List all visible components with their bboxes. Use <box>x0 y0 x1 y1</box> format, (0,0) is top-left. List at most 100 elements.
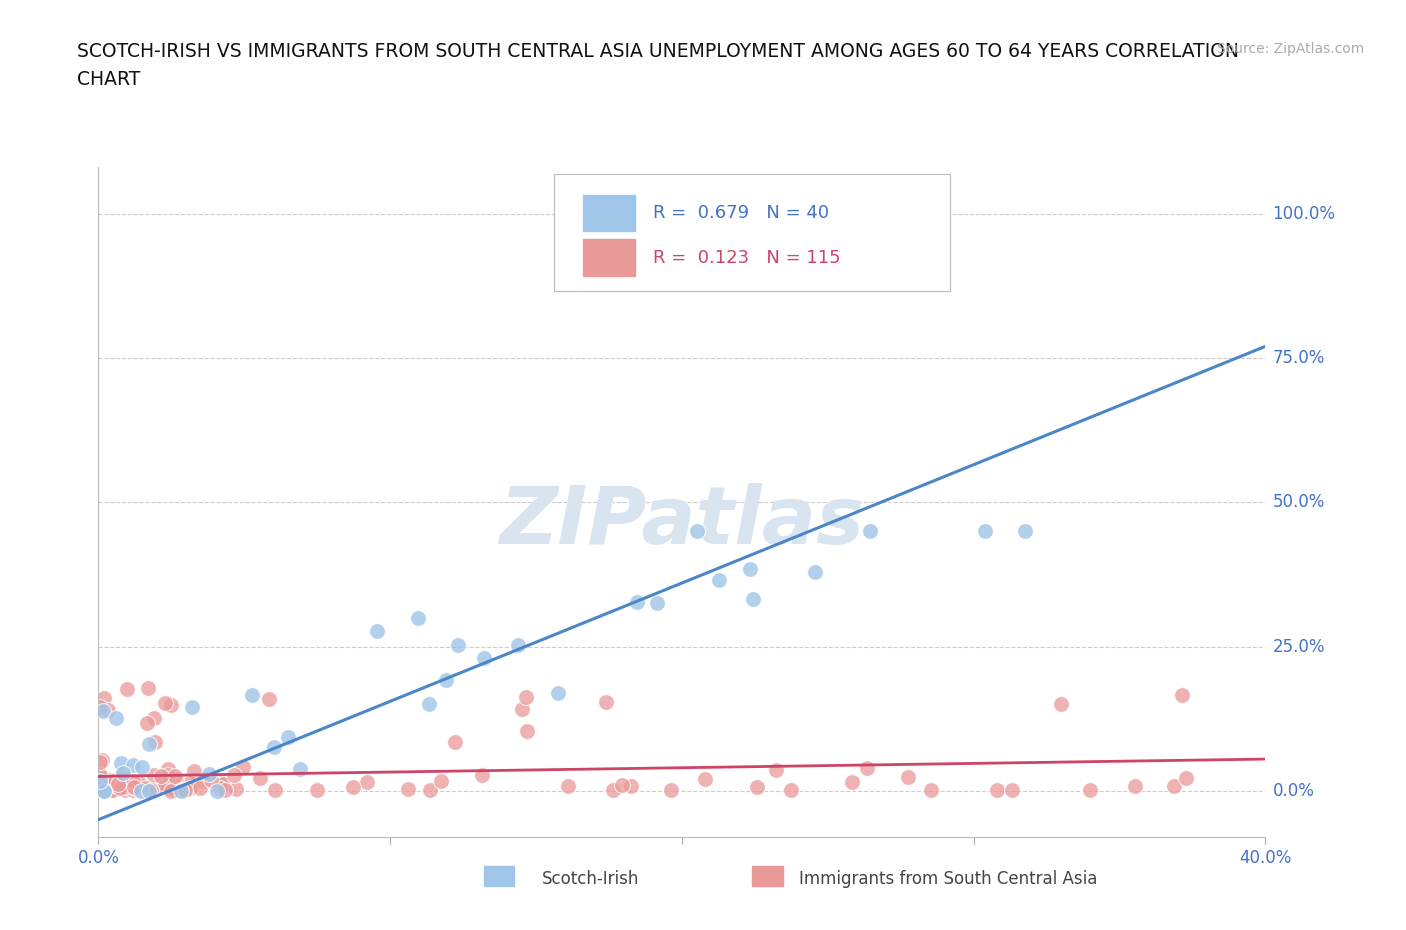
Point <box>841 775 863 790</box>
Point <box>165 772 187 787</box>
Point <box>153 774 176 789</box>
Point <box>101 777 124 792</box>
Point <box>110 780 132 795</box>
Point <box>136 681 159 696</box>
Point <box>738 562 761 577</box>
Point <box>101 783 124 798</box>
Point <box>97 775 120 790</box>
Point <box>745 780 768 795</box>
Point <box>686 524 709 538</box>
Point <box>240 687 263 702</box>
Point <box>89 782 111 797</box>
Point <box>173 781 195 796</box>
Point <box>472 651 495 666</box>
Point <box>157 781 180 796</box>
Text: 50.0%: 50.0% <box>1272 493 1324 512</box>
Point <box>1175 771 1198 786</box>
Point <box>107 772 129 787</box>
Point <box>645 595 668 610</box>
Point <box>89 775 111 790</box>
Text: R =  0.123   N = 115: R = 0.123 N = 115 <box>652 249 841 267</box>
Point <box>510 702 533 717</box>
Text: 25.0%: 25.0% <box>1272 637 1324 656</box>
Point <box>159 783 181 798</box>
Point <box>179 781 201 796</box>
Point <box>1171 687 1194 702</box>
Point <box>153 777 176 791</box>
Point <box>434 672 457 687</box>
Point <box>212 777 235 791</box>
Text: Immigrants from South Central Asia: Immigrants from South Central Asia <box>799 870 1097 888</box>
Point <box>93 771 115 786</box>
Point <box>803 565 825 579</box>
Point <box>114 779 136 794</box>
Point <box>111 774 134 789</box>
Point <box>121 783 143 798</box>
Point <box>257 691 280 706</box>
Point <box>149 768 172 783</box>
Text: 75.0%: 75.0% <box>1272 349 1324 367</box>
Point <box>101 782 124 797</box>
Point <box>98 773 121 788</box>
Point <box>222 767 245 782</box>
Point <box>366 623 388 638</box>
Point <box>516 724 538 738</box>
Point <box>135 716 157 731</box>
Point <box>225 781 247 796</box>
Point <box>200 773 222 788</box>
Point <box>89 774 111 789</box>
Point <box>141 783 163 798</box>
Point <box>557 778 579 793</box>
Point <box>110 755 132 770</box>
Point <box>193 774 215 789</box>
Point <box>1050 697 1073 711</box>
Point <box>157 762 180 777</box>
Point <box>264 783 287 798</box>
Point <box>89 754 111 769</box>
Point <box>155 696 177 711</box>
Point <box>112 779 135 794</box>
Text: Scotch-Irish: Scotch-Irish <box>541 870 640 888</box>
Point <box>1001 783 1024 798</box>
Point <box>765 763 787 777</box>
Point <box>620 779 643 794</box>
Text: R =  0.679   N = 40: R = 0.679 N = 40 <box>652 204 830 222</box>
Point <box>396 782 419 797</box>
Point <box>93 691 115 706</box>
Point <box>232 760 254 775</box>
Point <box>418 783 440 798</box>
Point <box>89 768 111 783</box>
Point <box>135 780 157 795</box>
Point <box>96 777 118 791</box>
Point <box>515 690 537 705</box>
Text: 0.0%: 0.0% <box>1272 782 1315 800</box>
Bar <box>582 239 636 276</box>
Point <box>142 711 165 725</box>
Point <box>626 595 648 610</box>
Point <box>122 758 145 773</box>
Point <box>115 682 138 697</box>
Point <box>98 777 121 792</box>
Point <box>89 700 111 715</box>
Point <box>973 524 995 538</box>
Point <box>90 752 112 767</box>
Point <box>107 777 129 791</box>
Point <box>897 769 920 784</box>
Point <box>90 779 112 794</box>
Point <box>157 768 180 783</box>
Point <box>342 780 364 795</box>
Point <box>134 783 156 798</box>
Point <box>96 778 118 793</box>
Point <box>444 734 467 749</box>
Point <box>114 783 136 798</box>
Text: 100.0%: 100.0% <box>1272 205 1336 222</box>
Point <box>112 765 135 780</box>
Text: CHART: CHART <box>77 70 141 88</box>
Point <box>612 206 634 221</box>
Text: ZIPatlas: ZIPatlas <box>499 484 865 562</box>
Point <box>249 771 271 786</box>
Point <box>1123 778 1146 793</box>
Point <box>159 698 181 712</box>
Point <box>170 783 193 798</box>
Point <box>610 778 633 793</box>
